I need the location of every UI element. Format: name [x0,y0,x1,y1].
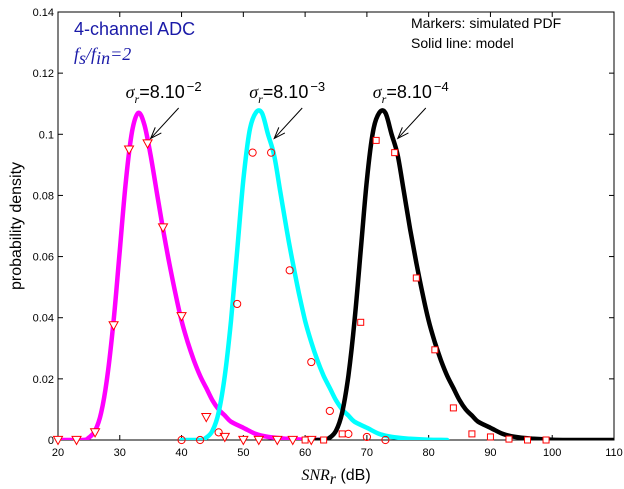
data-point-s2 [505,435,513,443]
data-point-s0 [237,435,249,446]
y-tick-label: 0.14 [33,7,54,19]
note-markers: Markers: simulated PDF [411,15,561,31]
x-tick-label: 50 [237,447,249,459]
x-tick-label: 60 [299,447,311,459]
annotation-arrowhead-1 [273,127,286,140]
data-point-s1 [195,435,205,445]
series-annotation-2: σr=8.10 −4 [373,79,449,106]
data-point-s2 [468,430,476,438]
series-line-0 [58,110,326,440]
data-point-s1 [177,435,186,445]
data-point-s1 [285,266,294,275]
data-point-s2 [391,149,399,157]
data-point-s0 [176,312,187,322]
y-axis-label: probability density [8,162,25,290]
data-point-s1 [214,428,223,437]
data-point-s2 [338,430,346,438]
y-tick-label: 0.04 [33,313,54,325]
x-tick-label: 110 [605,447,623,459]
y-tick-label: 0.02 [33,374,54,386]
data-point-s0 [142,139,153,149]
data-point-s2 [301,436,309,444]
x-tick-label: 80 [423,447,435,459]
x-tick-label: 100 [543,447,561,459]
annotation-arrowhead-0 [149,127,162,140]
annotation-arrow-2 [397,107,427,139]
data-point-s1 [307,357,316,367]
annotation-arrow-0 [150,107,180,139]
x-tick-label: 30 [114,447,126,459]
data-point-s0 [200,412,212,423]
y-tick-label: 0 [48,435,54,447]
data-point-s1 [362,432,371,442]
data-point-s0 [123,145,135,156]
series-line-1 [179,108,450,440]
data-point-s0 [157,223,169,234]
data-point-s2 [372,136,380,144]
data-point-s1 [381,435,390,445]
data-point-s2 [412,274,420,282]
data-point-s2 [486,433,494,441]
data-point-s0 [253,435,265,446]
data-point-s1 [233,299,242,309]
data-point-s0 [271,435,283,446]
data-point-s2 [542,436,550,444]
data-point-s0 [219,432,231,443]
x-tick-label: 20 [52,447,64,459]
data-point-s2 [449,404,457,412]
x-tick-label: 70 [361,447,373,459]
x-tick-label: 40 [175,447,187,459]
data-point-s2 [431,346,439,354]
data-point-s0 [108,321,119,331]
data-point-s1 [325,406,334,416]
data-point-s1 [248,148,257,157]
data-point-s2 [320,436,328,444]
series-annotation-1: σr=8.10 −3 [249,79,325,106]
data-point-s0 [71,435,82,446]
data-point-s0 [52,435,64,446]
ratio-label: fs/fin=2 [74,44,131,68]
y-tick-label: 0.12 [33,68,54,80]
data-point-s2 [524,436,532,444]
data-point-s2 [357,318,365,326]
x-tick-label: 90 [484,447,496,459]
data-point-s1 [267,148,276,157]
y-tick-label: 0.06 [33,252,54,264]
annotation-arrow-1 [273,107,303,139]
x-axis-label: SNRr (dB) [301,467,370,488]
series-annotation-0: σr=8.10 −2 [126,79,202,106]
y-tick-label: 0.1 [39,129,54,141]
data-point-s0 [305,435,317,446]
y-tick-label: 0.08 [33,190,54,202]
note-solid-line: Solid line: model [411,35,514,51]
data-point-s0 [287,435,299,446]
data-point-s0 [89,428,101,438]
chart-title: 4-channel ADC [74,19,195,39]
plot-frame [57,11,615,441]
annotation-arrowhead-2 [396,127,409,140]
